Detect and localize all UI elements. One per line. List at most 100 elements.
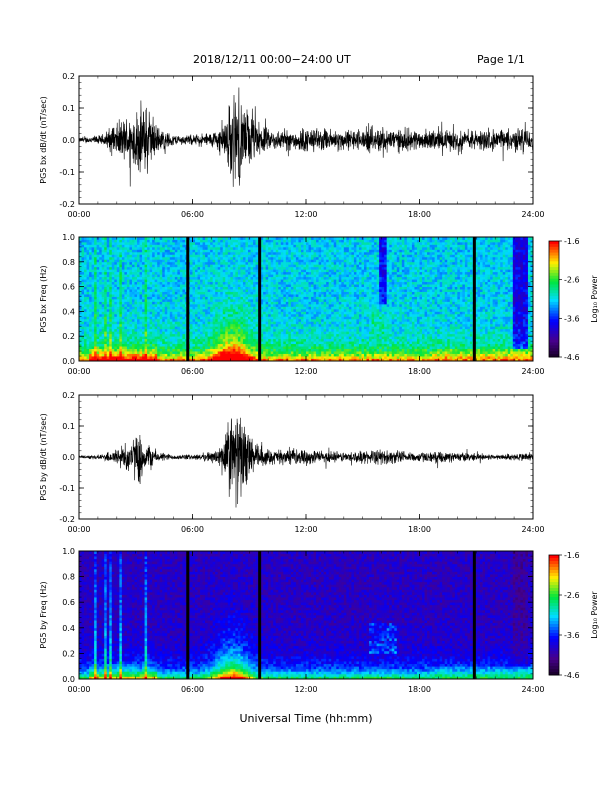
- spectrogram-cell: [303, 311, 307, 315]
- spectrogram-cell: [278, 246, 282, 250]
- spectrogram-cell: [210, 241, 214, 245]
- spectrogram-cell: [232, 244, 236, 248]
- spectrogram-cell: [283, 254, 287, 258]
- spectrogram-cell: [275, 244, 279, 248]
- spectrogram-cell: [210, 331, 214, 335]
- spectrogram-cell: [162, 249, 166, 253]
- spectrogram-cell: [179, 328, 183, 332]
- spectrogram-cell: [253, 308, 256, 312]
- spectrogram-cell: [114, 341, 118, 345]
- spectrogram-cell: [298, 291, 302, 295]
- spectrogram-cell: [91, 341, 95, 345]
- spectrogram-cell: [250, 341, 254, 345]
- spectrogram-cell: [89, 303, 93, 307]
- spectrogram-cell: [220, 279, 224, 283]
- spectrogram-cell: [172, 251, 176, 255]
- spectrogram-cell: [293, 294, 297, 297]
- spectrogram-cell: [189, 286, 193, 290]
- spectrogram-cell: [308, 299, 312, 302]
- spectrogram-cell: [182, 271, 186, 275]
- spectrogram-cell: [164, 286, 168, 290]
- spectrogram-cell: [235, 311, 239, 315]
- spectrogram-cell: [189, 294, 193, 297]
- spectrogram-cell: [318, 296, 322, 300]
- spectrogram-cell: [81, 306, 85, 310]
- spectrogram-cell: [182, 279, 186, 283]
- spectrogram-cell: [200, 358, 203, 362]
- spectrogram-cell: [240, 321, 244, 325]
- spectrogram-cell: [172, 356, 176, 359]
- spectrogram-cell: [139, 313, 143, 317]
- spectrogram-cell: [169, 279, 173, 283]
- spectrogram-cell: [215, 269, 219, 273]
- spectrogram-cell: [313, 326, 317, 330]
- spectrogram-cell: [318, 237, 322, 240]
- spectrogram-cell: [167, 321, 171, 325]
- spectrogram-cell: [318, 289, 322, 292]
- spectrogram-cell: [280, 244, 284, 248]
- spectrogram-cell: [116, 246, 120, 250]
- spectrogram-cell: [288, 237, 292, 240]
- spectrogram-cell: [242, 331, 246, 335]
- spectrogram-cell: [79, 294, 82, 297]
- spectrogram-cell: [104, 254, 108, 258]
- spectrogram-cell: [260, 356, 264, 359]
- spectrogram-cell: [121, 291, 125, 295]
- spectrogram-cell: [278, 323, 282, 327]
- spectrogram-cell: [106, 271, 110, 275]
- spectrogram-cell: [285, 264, 289, 268]
- spectrogram-cell: [192, 294, 196, 297]
- spectrogram-cell: [116, 291, 120, 295]
- spectrogram-cell: [121, 326, 125, 330]
- spectrogram-cell: [109, 351, 113, 354]
- spectrogram-cell: [242, 313, 246, 317]
- spectrogram-cell: [295, 308, 299, 312]
- spectrogram-cell: [106, 289, 110, 292]
- spectrogram-cell: [285, 289, 289, 292]
- spectrogram-cell: [270, 244, 274, 248]
- spectrogram-cell: [144, 301, 148, 305]
- spectrogram-cell: [182, 269, 186, 273]
- spectrogram-cell: [137, 311, 140, 315]
- spectrogram-cell: [303, 353, 307, 357]
- spectrogram-cell: [169, 346, 173, 349]
- spectrogram-cell: [253, 316, 256, 320]
- spectrogram-cell: [172, 274, 176, 278]
- spectrogram-cell: [195, 296, 198, 300]
- spectrogram-cell: [230, 286, 234, 290]
- spectrogram-cell: [295, 244, 299, 248]
- spectrogram-cell: [273, 256, 277, 260]
- spectrogram-cell: [159, 256, 163, 260]
- spectrogram-cell: [109, 266, 113, 270]
- spectrogram-cell: [109, 353, 113, 357]
- spectrogram-cell: [210, 261, 214, 265]
- spectrogram-cell: [253, 346, 256, 349]
- spectrogram-cell: [91, 353, 95, 357]
- spectrogram-cell: [290, 351, 294, 354]
- spectrogram-cell: [144, 254, 148, 258]
- spectrogram-cell: [245, 328, 249, 332]
- spectrogram-cell: [96, 303, 100, 307]
- spectrogram-cell: [323, 313, 327, 317]
- spectrogram-cell: [217, 336, 221, 340]
- spectrogram-cell: [235, 346, 239, 349]
- spectrogram-cell: [121, 351, 125, 354]
- spectrogram-cell: [142, 338, 145, 342]
- spectrogram-cell: [195, 336, 198, 340]
- spectrogram-cell: [197, 281, 201, 285]
- spectrogram-cell: [308, 246, 312, 250]
- spectrogram-cell: [114, 356, 118, 359]
- spectrogram-cell: [169, 286, 173, 290]
- spectrogram-cell: [242, 279, 246, 283]
- spectrogram-cell: [129, 239, 133, 243]
- spectrogram-cell: [295, 331, 299, 335]
- spectrogram-cell: [106, 321, 110, 325]
- spectrogram-cell: [210, 254, 214, 258]
- spectrogram-cell: [154, 336, 158, 340]
- spectrogram-cell: [253, 353, 256, 357]
- spectrogram-cell: [79, 259, 82, 263]
- spectrogram-cell: [96, 256, 100, 260]
- spectrogram-cell: [263, 279, 267, 283]
- spectrogram-cell: [235, 353, 239, 357]
- spectrogram-cell: [144, 289, 148, 292]
